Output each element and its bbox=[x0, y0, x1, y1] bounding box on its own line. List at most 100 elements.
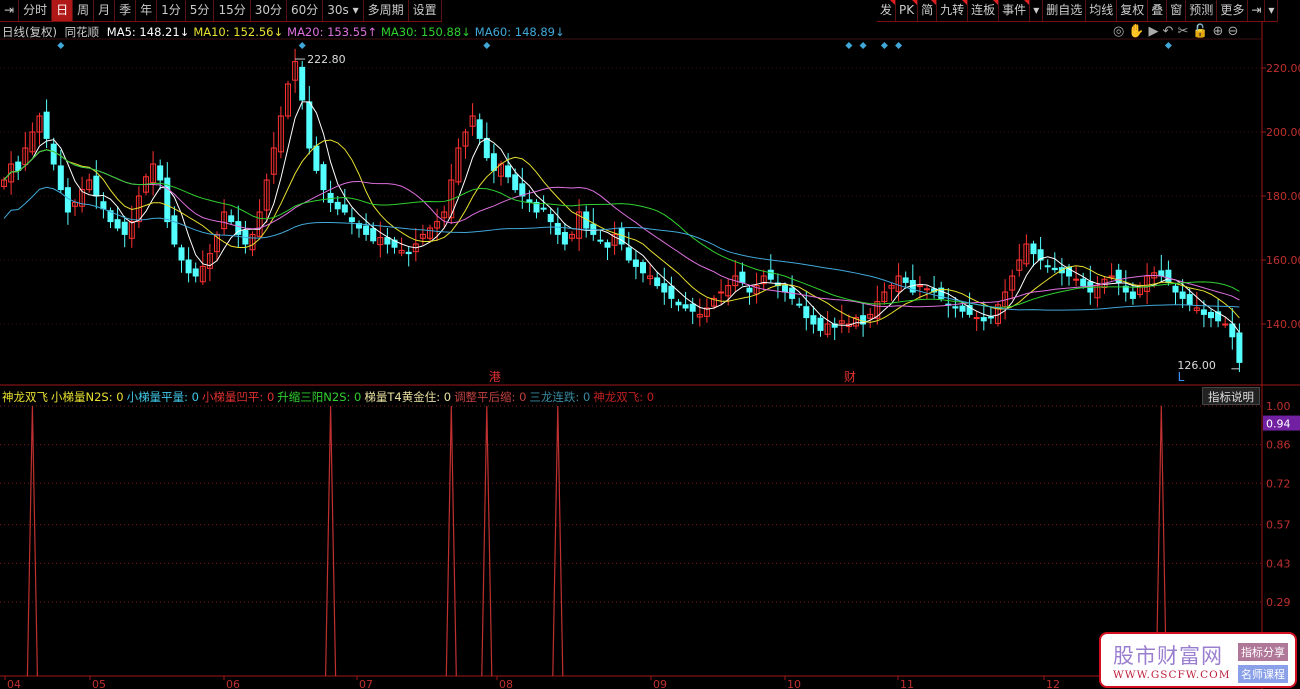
toolbar-button-2[interactable]: 简 bbox=[918, 0, 938, 21]
candle-body bbox=[881, 291, 888, 303]
candle-body bbox=[1108, 275, 1115, 278]
tab-period-1[interactable]: 日 bbox=[52, 0, 74, 21]
toolbar-collapse-icon[interactable]: ⇥ bbox=[0, 0, 20, 21]
toolbar-button-15[interactable]: ▾ bbox=[1265, 0, 1279, 21]
event-label[interactable]: 财 bbox=[844, 370, 856, 384]
event-diamond-icon[interactable] bbox=[859, 42, 867, 49]
toolbar-button-13[interactable]: 更多 bbox=[1217, 0, 1249, 21]
hand-icon[interactable]: ✋ bbox=[1128, 24, 1145, 39]
toolbar-button-4[interactable]: 连板 bbox=[968, 0, 1000, 21]
lock-icon[interactable]: 🔓 bbox=[1192, 24, 1209, 39]
candle-body bbox=[15, 161, 22, 171]
tab-period-2[interactable]: 周 bbox=[73, 0, 95, 21]
candle-body bbox=[64, 187, 71, 213]
badge-share[interactable]: 指标分享 bbox=[1238, 643, 1288, 661]
candle-body bbox=[767, 269, 774, 280]
badge-course[interactable]: 名师课程 bbox=[1238, 665, 1288, 683]
candle-body bbox=[973, 317, 980, 320]
candle-body bbox=[306, 101, 313, 149]
event-label[interactable]: L bbox=[1178, 370, 1185, 384]
function-toolbar: 发 PK 简九转 连板 事件 ▾ 删自选 均线 复权叠窗预测 更多 ⇥ ▾ bbox=[877, 0, 1279, 22]
candle-body bbox=[391, 239, 398, 248]
candle-body bbox=[576, 211, 583, 239]
toolbar-button-1[interactable]: PK bbox=[896, 0, 919, 21]
candle-body bbox=[50, 143, 57, 165]
play-icon[interactable]: ▶ bbox=[1148, 24, 1159, 39]
tab-period-0[interactable]: 分时 bbox=[19, 0, 53, 21]
tab-period-4[interactable]: 季 bbox=[115, 0, 137, 21]
candle-body bbox=[256, 211, 263, 237]
event-diamond-icon[interactable] bbox=[298, 42, 306, 49]
toolbar-button-0[interactable]: 发 bbox=[877, 0, 897, 21]
indicator-tick-label: 0.86 bbox=[1266, 439, 1291, 452]
toolbar-button-5[interactable]: 事件 bbox=[999, 0, 1031, 21]
tab-period-7[interactable]: 5分 bbox=[186, 0, 215, 21]
tab-period-3[interactable]: 月 bbox=[94, 0, 116, 21]
event-diamond-icon[interactable] bbox=[880, 42, 888, 49]
candle-body bbox=[1073, 278, 1080, 281]
toolbar-button-6[interactable]: ▾ bbox=[1030, 0, 1044, 21]
time-tick-label: 08 bbox=[499, 678, 513, 689]
tab-period-11[interactable]: 30s ▾ bbox=[323, 0, 364, 21]
watermark-logo: 股市财富网 WWW.GSCFW.COM 指标分享 名师课程 bbox=[1099, 632, 1297, 688]
candle-body bbox=[640, 262, 646, 274]
tab-period-5[interactable]: 年 bbox=[136, 0, 158, 21]
zoom-out-icon[interactable]: ⊖ bbox=[1227, 24, 1239, 39]
tab-period-6[interactable]: 1分 bbox=[157, 0, 186, 21]
time-tick-label: 07 bbox=[359, 678, 373, 689]
eye-icon[interactable]: ◎ bbox=[1113, 24, 1125, 39]
signal-spike bbox=[552, 405, 564, 677]
event-diamond-icon[interactable] bbox=[845, 42, 853, 49]
candle-body bbox=[987, 316, 994, 319]
candle-body bbox=[171, 215, 178, 245]
candle-body bbox=[93, 175, 100, 197]
toolbar-button-14[interactable]: ⇥ bbox=[1248, 0, 1266, 21]
toolbar-button-7[interactable]: 删自选 bbox=[1043, 0, 1087, 21]
event-diamond-icon[interactable] bbox=[1164, 42, 1172, 49]
candle-body bbox=[583, 211, 590, 229]
candle-body bbox=[810, 315, 817, 325]
candle-body bbox=[1193, 307, 1200, 312]
toolbar-button-10[interactable]: 叠 bbox=[1148, 0, 1168, 21]
candle-body bbox=[1229, 323, 1236, 338]
candle-body bbox=[277, 115, 284, 153]
stock-name: 同花顺 bbox=[64, 25, 100, 39]
scissors-icon[interactable]: ✂ bbox=[1177, 24, 1189, 39]
toolbar-button-8[interactable]: 均线 bbox=[1086, 0, 1118, 21]
indicator-value-5: 梯量T4黄金住: 0 bbox=[364, 390, 452, 404]
candle-body bbox=[1165, 269, 1172, 283]
ma-value-3: MA30: 150.88↓ bbox=[380, 25, 471, 39]
toolbar-button-11[interactable]: 窗 bbox=[1167, 0, 1187, 21]
candle-body bbox=[1122, 285, 1129, 293]
tab-period-8[interactable]: 15分 bbox=[214, 0, 251, 21]
indicator-help-button[interactable]: 指标说明 bbox=[1202, 387, 1260, 405]
candle-body bbox=[121, 221, 128, 235]
event-diamond-icon[interactable] bbox=[895, 42, 903, 49]
candle-body bbox=[661, 283, 668, 293]
tab-period-10[interactable]: 60分 bbox=[287, 0, 324, 21]
undo-icon[interactable]: ↶ bbox=[1162, 24, 1174, 39]
toolbar-button-12[interactable]: 预测 bbox=[1186, 0, 1218, 21]
toolbar-button-3[interactable]: 九转 bbox=[937, 0, 969, 21]
tab-period-12[interactable]: 多周期 bbox=[364, 0, 409, 21]
toolbar-button-9[interactable]: 复权 bbox=[1117, 0, 1149, 21]
min-price-label: 126.00 bbox=[1177, 359, 1216, 372]
candle-body bbox=[888, 285, 895, 289]
current-value-badge bbox=[1263, 415, 1300, 431]
zoom-in-icon[interactable]: ⊕ bbox=[1212, 24, 1224, 39]
candle-body bbox=[995, 304, 1001, 324]
candle-body bbox=[476, 119, 483, 139]
tab-period-9[interactable]: 30分 bbox=[251, 0, 287, 21]
tab-period-13[interactable]: 设置 bbox=[409, 0, 442, 21]
event-diamond-icon[interactable] bbox=[57, 42, 65, 49]
candle-body bbox=[817, 317, 824, 331]
candle-body bbox=[1009, 275, 1016, 291]
candle-body bbox=[206, 253, 213, 269]
event-label[interactable]: 港 bbox=[489, 370, 501, 384]
candle-body bbox=[221, 211, 228, 230]
event-diamond-icon[interactable] bbox=[483, 42, 491, 49]
candle-body bbox=[164, 177, 171, 223]
candle-body bbox=[341, 204, 348, 213]
candle-body bbox=[1080, 278, 1087, 287]
